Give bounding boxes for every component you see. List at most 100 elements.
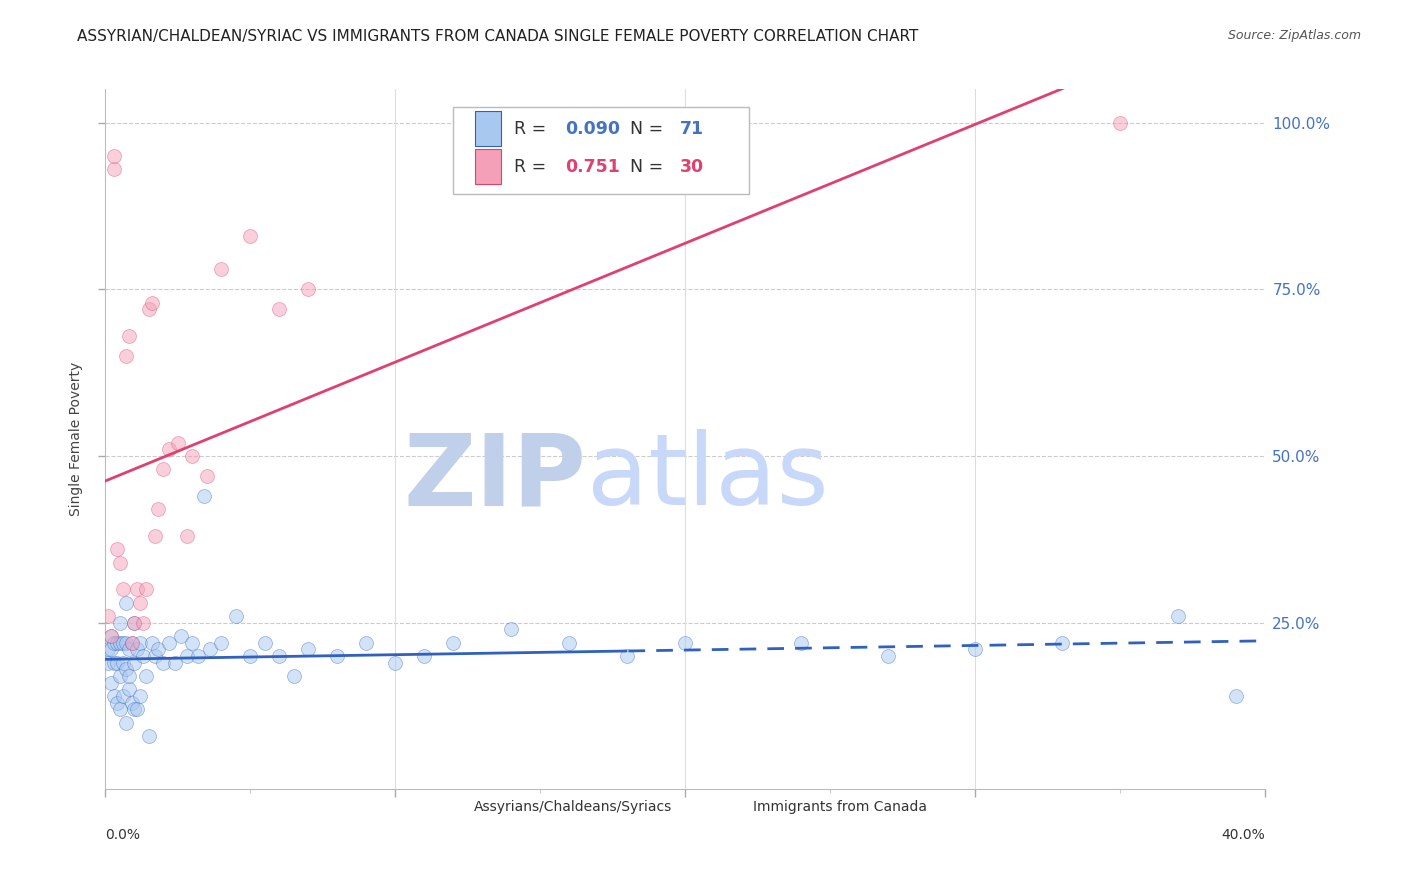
Point	[121, 696, 143, 710]
Point	[124, 702, 146, 716]
Text: ASSYRIAN/CHALDEAN/SYRIAC VS IMMIGRANTS FROM CANADA SINGLE FEMALE POVERTY CORRELA: ASSYRIAN/CHALDEAN/SYRIAC VS IMMIGRANTS F…	[77, 29, 918, 44]
Point	[103, 689, 125, 703]
Point	[132, 615, 155, 630]
Point	[141, 636, 163, 650]
Point	[146, 642, 169, 657]
Point	[127, 702, 149, 716]
Point	[103, 162, 125, 177]
Point	[135, 669, 157, 683]
Point	[124, 656, 146, 670]
Point	[114, 596, 136, 610]
Point	[167, 435, 190, 450]
Point	[124, 615, 146, 630]
Point	[225, 609, 247, 624]
Text: 71: 71	[679, 120, 704, 138]
Point	[118, 329, 141, 343]
Text: atlas: atlas	[586, 429, 828, 526]
Point	[176, 648, 198, 663]
Point	[1167, 609, 1189, 624]
Point	[558, 636, 581, 650]
Point	[269, 648, 291, 663]
Point	[187, 648, 209, 663]
Point	[1052, 636, 1074, 650]
Point	[118, 682, 141, 697]
Text: R =: R =	[513, 158, 557, 176]
Point	[143, 648, 166, 663]
Point	[193, 489, 215, 503]
Point	[790, 636, 813, 650]
Point	[138, 729, 160, 743]
Point	[118, 669, 141, 683]
Y-axis label: Single Female Poverty: Single Female Poverty	[69, 362, 83, 516]
Text: ZIP: ZIP	[404, 429, 586, 526]
Point	[111, 636, 134, 650]
Point	[326, 648, 349, 663]
Point	[129, 689, 152, 703]
Point	[211, 262, 233, 277]
Point	[135, 582, 157, 597]
Point	[501, 623, 523, 637]
Point	[1225, 689, 1247, 703]
Point	[105, 636, 128, 650]
Point	[121, 636, 143, 650]
Point	[384, 656, 406, 670]
Point	[100, 629, 122, 643]
Point	[616, 648, 638, 663]
Point	[132, 648, 155, 663]
Point	[108, 669, 131, 683]
Point	[141, 295, 163, 310]
Point	[114, 662, 136, 676]
Point	[105, 656, 128, 670]
Text: Immigrants from Canada: Immigrants from Canada	[752, 800, 927, 814]
Point	[253, 636, 276, 650]
Point	[105, 696, 128, 710]
Point	[170, 629, 193, 643]
Point	[108, 636, 131, 650]
Point	[129, 596, 152, 610]
Point	[269, 302, 291, 317]
Point	[97, 609, 120, 624]
Point	[103, 636, 125, 650]
Point	[198, 642, 221, 657]
Point	[239, 648, 262, 663]
Point	[165, 656, 187, 670]
Point	[111, 582, 134, 597]
Point	[157, 636, 180, 650]
Point	[105, 542, 128, 557]
Point	[103, 149, 125, 163]
Point	[211, 636, 233, 650]
Point	[297, 282, 319, 296]
FancyBboxPatch shape	[453, 107, 749, 194]
Point	[157, 442, 180, 457]
Point	[675, 636, 697, 650]
Point	[118, 642, 141, 657]
Point	[297, 642, 319, 657]
Point	[152, 462, 174, 476]
Point	[877, 648, 900, 663]
Point	[100, 675, 122, 690]
Point	[239, 228, 262, 243]
Point	[100, 642, 122, 657]
Point	[283, 669, 305, 683]
Point	[356, 636, 378, 650]
Text: Assyrians/Chaldeans/Syriacs: Assyrians/Chaldeans/Syriacs	[474, 800, 672, 814]
Text: 30: 30	[679, 158, 704, 176]
Point	[108, 615, 131, 630]
Point	[124, 615, 146, 630]
Point	[114, 715, 136, 730]
FancyBboxPatch shape	[475, 112, 501, 146]
Text: 0.751: 0.751	[565, 158, 620, 176]
FancyBboxPatch shape	[475, 149, 501, 185]
Point	[100, 629, 122, 643]
Point	[413, 648, 436, 663]
Point	[111, 656, 134, 670]
Text: 0.090: 0.090	[565, 120, 620, 138]
Text: R =: R =	[513, 120, 551, 138]
Point	[1109, 115, 1132, 129]
Point	[127, 582, 149, 597]
Point	[143, 529, 166, 543]
Point	[103, 656, 125, 670]
Point	[108, 702, 131, 716]
Point	[965, 642, 987, 657]
Point	[176, 529, 198, 543]
